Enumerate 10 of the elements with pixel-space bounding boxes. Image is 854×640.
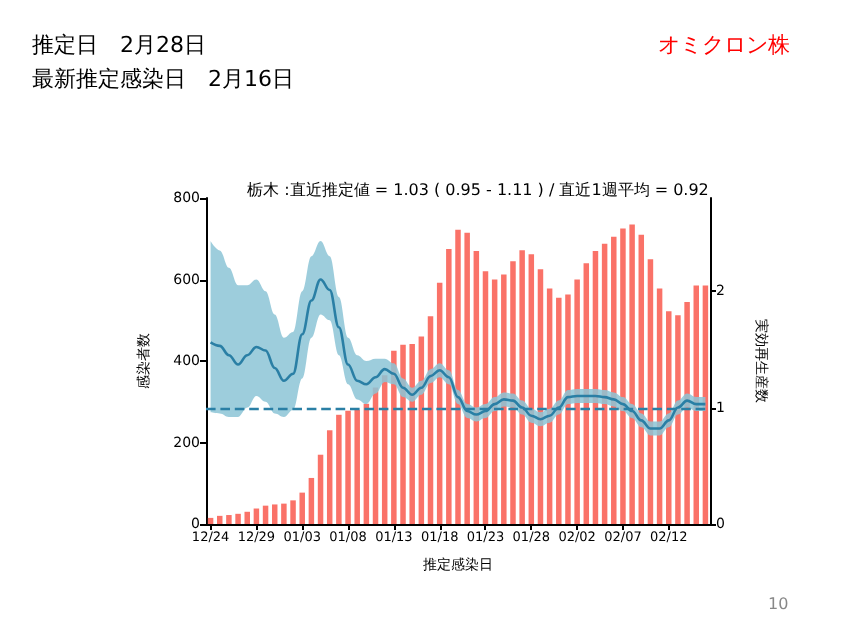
bar bbox=[271, 504, 278, 524]
text: 10 bbox=[768, 595, 789, 613]
line-series bbox=[209, 278, 707, 430]
chart-title: 栃木 :直近推定値 = 1.03 ( 0.95 - 1.11 ) / 直近1週平均 = 0.92 bbox=[247, 181, 709, 199]
text: 最新推定感染日 2月16日 bbox=[32, 66, 294, 92]
text: オミクロン株 bbox=[658, 32, 790, 58]
bar bbox=[308, 477, 315, 524]
bar bbox=[317, 454, 324, 524]
bar bbox=[326, 430, 333, 524]
text: 推定日 2月28日 bbox=[32, 32, 206, 58]
